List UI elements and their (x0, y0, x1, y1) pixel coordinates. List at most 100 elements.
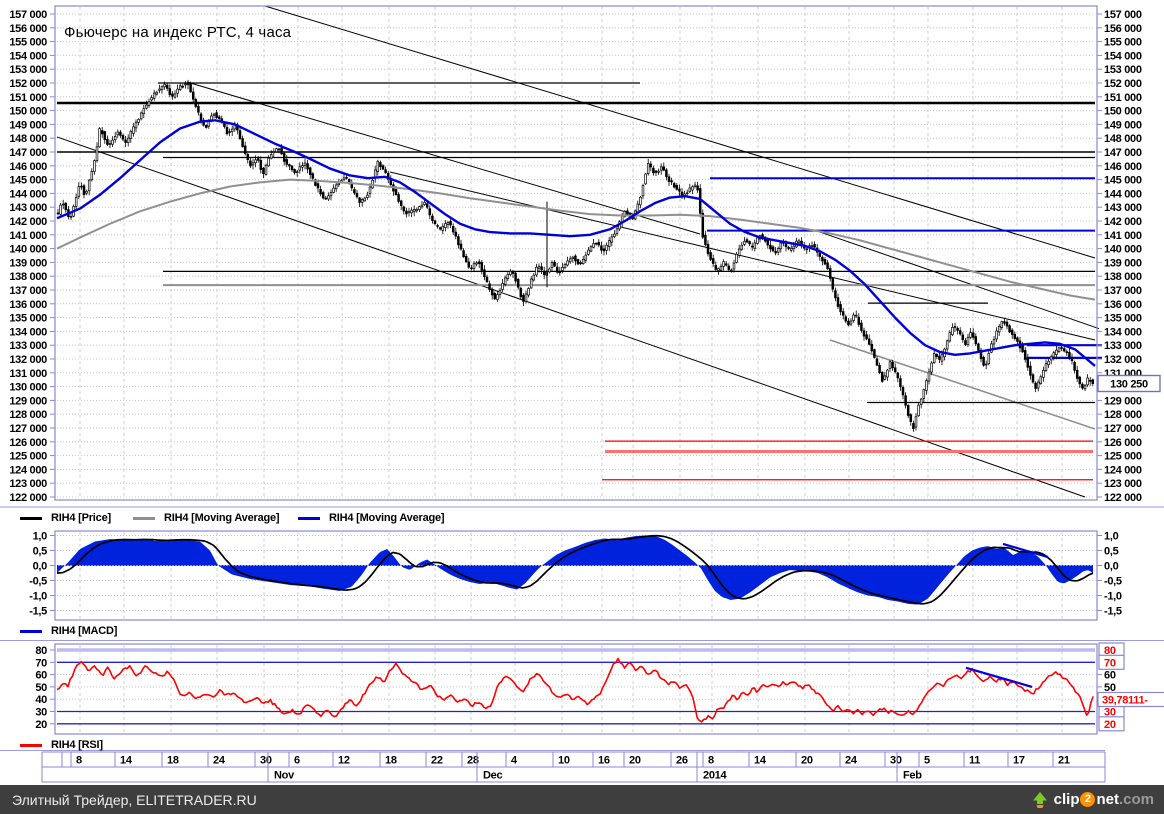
svg-text:28: 28 (467, 755, 479, 767)
legend-label: RIH4 [MACD] (51, 625, 118, 637)
svg-text:143 000: 143 000 (1104, 202, 1142, 214)
rsi-levels[interactable] (57, 648, 1095, 725)
svg-text:143 000: 143 000 (9, 202, 47, 214)
svg-text:-1,0: -1,0 (29, 591, 47, 603)
macd-trend-line[interactable] (1002, 542, 1049, 559)
svg-text:16: 16 (598, 755, 610, 767)
rsi-trend-line[interactable] (965, 666, 1033, 688)
svg-text:153 000: 153 000 (9, 64, 47, 76)
svg-text:14: 14 (754, 755, 767, 767)
svg-text:10: 10 (558, 755, 570, 767)
svg-text:26: 26 (676, 755, 688, 767)
svg-text:147 000: 147 000 (1104, 147, 1142, 159)
svg-text:14: 14 (120, 755, 133, 767)
svg-text:18: 18 (167, 755, 179, 767)
legend-item-macd: RIH4 [MACD] (20, 623, 117, 639)
svg-text:136 000: 136 000 (1104, 299, 1142, 311)
svg-text:5: 5 (924, 755, 930, 767)
svg-text:124 000: 124 000 (9, 464, 47, 476)
svg-text:140 000: 140 000 (1104, 244, 1142, 256)
svg-text:123 000: 123 000 (1104, 478, 1142, 490)
svg-text:122 000: 122 000 (1104, 492, 1142, 504)
svg-text:151 000: 151 000 (1104, 92, 1142, 104)
svg-text:156 000: 156 000 (1104, 23, 1142, 35)
svg-text:39,78111-: 39,78111- (1102, 695, 1148, 707)
svg-text:156 000: 156 000 (9, 23, 47, 35)
svg-text:142 000: 142 000 (9, 216, 47, 228)
svg-text:70: 70 (1104, 657, 1116, 669)
svg-text:154 000: 154 000 (1104, 50, 1142, 62)
legend-label: RIH4 [Price] (51, 512, 111, 524)
svg-text:Feb: Feb (903, 770, 922, 782)
logo-badge-2: 2 (1080, 792, 1096, 807)
svg-text:-1,0: -1,0 (1104, 591, 1122, 603)
svg-text:127 000: 127 000 (9, 423, 47, 435)
svg-text:129 000: 129 000 (1104, 395, 1142, 407)
svg-text:133 000: 133 000 (9, 340, 47, 352)
svg-text:50: 50 (1104, 682, 1116, 694)
svg-text:130 000: 130 000 (9, 382, 47, 394)
svg-text:136 000: 136 000 (9, 299, 47, 311)
clip2net-arrow-icon (1031, 791, 1049, 809)
svg-text:149 000: 149 000 (9, 119, 47, 131)
legend-main: RIH4 [Price] RIH4 [Moving Average] RIH4 … (0, 510, 600, 526)
svg-text:135 000: 135 000 (9, 313, 47, 325)
legend-item-ma-slow: RIH4 [Moving Average] (133, 510, 280, 526)
macd-series (57, 534, 1095, 605)
svg-text:152 000: 152 000 (9, 78, 47, 90)
svg-text:157 000: 157 000 (1104, 9, 1142, 21)
svg-text:20: 20 (629, 755, 641, 767)
svg-text:132 000: 132 000 (1104, 354, 1142, 366)
svg-text:20: 20 (35, 719, 47, 731)
svg-text:155 000: 155 000 (1104, 37, 1142, 49)
svg-text:Nov: Nov (274, 770, 295, 782)
svg-text:138 000: 138 000 (9, 271, 47, 283)
svg-text:138 000: 138 000 (1104, 271, 1142, 283)
svg-text:144 000: 144 000 (1104, 188, 1142, 200)
svg-text:6: 6 (294, 755, 300, 767)
svg-text:122 000: 122 000 (9, 492, 47, 504)
svg-text:22: 22 (431, 755, 443, 767)
statusbar: Элитный Трейдер, ELITETRADER.RU clip 2 n… (0, 785, 1164, 814)
svg-text:132 000: 132 000 (9, 354, 47, 366)
panel-frames (0, 5, 1164, 751)
svg-text:80: 80 (1104, 645, 1116, 657)
svg-text:30: 30 (35, 707, 47, 719)
svg-text:80: 80 (35, 645, 47, 657)
svg-text:148 000: 148 000 (1104, 133, 1142, 145)
main-horizontal-lines[interactable] (57, 82, 1102, 481)
svg-text:148 000: 148 000 (9, 133, 47, 145)
svg-text:129 000: 129 000 (9, 395, 47, 407)
svg-text:131 000: 131 000 (9, 368, 47, 380)
svg-text:4: 4 (511, 755, 518, 767)
clip2net-logo[interactable]: clip 2 net .com (1031, 791, 1154, 809)
svg-text:1,0: 1,0 (1104, 531, 1119, 543)
svg-text:142 000: 142 000 (1104, 216, 1142, 228)
svg-text:20: 20 (801, 755, 813, 767)
svg-text:137 000: 137 000 (1104, 285, 1142, 297)
svg-text:144 000: 144 000 (9, 188, 47, 200)
svg-text:134 000: 134 000 (1104, 326, 1142, 338)
svg-text:1,0: 1,0 (33, 531, 48, 543)
svg-text:125 000: 125 000 (1104, 451, 1142, 463)
svg-text:139 000: 139 000 (1104, 257, 1142, 269)
svg-text:127 000: 127 000 (1104, 423, 1142, 435)
legend-macd: RIH4 [MACD] (0, 623, 300, 639)
svg-text:149 000: 149 000 (1104, 119, 1142, 131)
svg-text:24: 24 (213, 755, 226, 767)
svg-text:123 000: 123 000 (9, 478, 47, 490)
svg-text:133 000: 133 000 (1104, 340, 1142, 352)
svg-text:12: 12 (338, 755, 350, 767)
legend-rsi: RIH4 [RSI] (0, 737, 300, 753)
ma-fast-line-swatch (298, 516, 320, 520)
svg-text:0,5: 0,5 (1104, 546, 1119, 558)
svg-text:140 000: 140 000 (9, 244, 47, 256)
svg-text:50: 50 (35, 682, 47, 694)
svg-text:146 000: 146 000 (9, 161, 47, 173)
legend-label: RIH4 [Moving Average] (329, 512, 445, 524)
svg-text:Dec: Dec (483, 770, 502, 782)
legend-label: RIH4 [RSI] (51, 739, 103, 751)
main-trend-lines[interactable] (56, 6, 1103, 498)
